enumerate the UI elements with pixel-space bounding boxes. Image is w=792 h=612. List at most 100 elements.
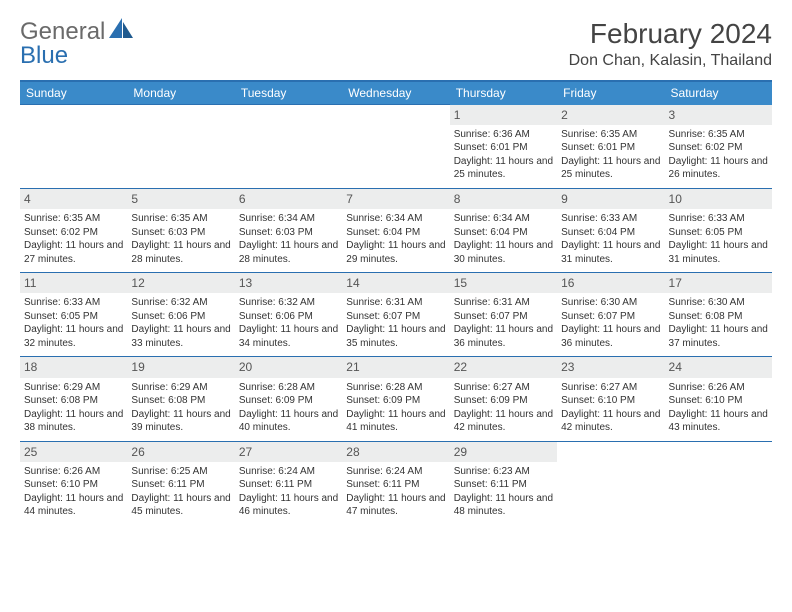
weekday-tuesday: Tuesday bbox=[235, 81, 342, 105]
day-info: Sunrise: 6:35 AMSunset: 6:01 PMDaylight:… bbox=[561, 128, 660, 182]
day-number: 13 bbox=[235, 273, 342, 293]
day-number: 2 bbox=[557, 105, 664, 125]
day-number: 14 bbox=[342, 273, 449, 293]
day-info: Sunrise: 6:36 AMSunset: 6:01 PMDaylight:… bbox=[454, 128, 553, 182]
day-info: Sunrise: 6:35 AMSunset: 6:02 PMDaylight:… bbox=[24, 212, 123, 266]
day-cell: 10 Sunrise: 6:33 AMSunset: 6:05 PMDayligh… bbox=[665, 189, 772, 273]
day-number: 19 bbox=[127, 357, 234, 377]
day-info: Sunrise: 6:26 AMSunset: 6:10 PMDaylight:… bbox=[24, 465, 123, 519]
day-cell: 26 Sunrise: 6:25 AMSunset: 6:11 PMDayligh… bbox=[127, 441, 234, 525]
weekday-thursday: Thursday bbox=[450, 81, 557, 105]
day-info: Sunrise: 6:29 AMSunset: 6:08 PMDaylight:… bbox=[24, 381, 123, 435]
calendar-week-row: 25 Sunrise: 6:26 AMSunset: 6:10 PMDayligh… bbox=[20, 441, 772, 525]
day-cell: 1 Sunrise: 6:36 AMSunset: 6:01 PMDaylight… bbox=[450, 105, 557, 189]
day-info: Sunrise: 6:31 AMSunset: 6:07 PMDaylight:… bbox=[346, 296, 445, 350]
day-info: Sunrise: 6:34 AMSunset: 6:03 PMDaylight:… bbox=[239, 212, 338, 266]
day-info: Sunrise: 6:25 AMSunset: 6:11 PMDaylight:… bbox=[131, 465, 230, 519]
day-cell: 7 Sunrise: 6:34 AMSunset: 6:04 PMDaylight… bbox=[342, 189, 449, 273]
day-info: Sunrise: 6:35 AMSunset: 6:03 PMDaylight:… bbox=[131, 212, 230, 266]
day-info: Sunrise: 6:34 AMSunset: 6:04 PMDaylight:… bbox=[454, 212, 553, 266]
day-cell: 24Sunrise: 6:26 AMSunset: 6:10 PMDayligh… bbox=[665, 357, 772, 441]
logo-text-blue: Blue bbox=[20, 42, 68, 70]
day-info: Sunrise: 6:28 AMSunset: 6:09 PMDaylight:… bbox=[239, 381, 338, 435]
day-number: 20 bbox=[235, 357, 342, 377]
weekday-wednesday: Wednesday bbox=[342, 81, 449, 105]
day-info: Sunrise: 6:23 AMSunset: 6:11 PMDaylight:… bbox=[454, 465, 553, 519]
day-cell: 27Sunrise: 6:24 AMSunset: 6:11 PMDayligh… bbox=[235, 441, 342, 525]
day-cell: 23 Sunrise: 6:27 AMSunset: 6:10 PMDayligh… bbox=[557, 357, 664, 441]
day-info: Sunrise: 6:26 AMSunset: 6:10 PMDaylight:… bbox=[669, 381, 768, 435]
header: General February 2024 Don Chan, Kalasin,… bbox=[20, 18, 772, 70]
day-number: 21 bbox=[342, 357, 449, 377]
day-info: Sunrise: 6:28 AMSunset: 6:09 PMDaylight:… bbox=[346, 381, 445, 435]
day-cell: 8 Sunrise: 6:34 AMSunset: 6:04 PMDaylight… bbox=[450, 189, 557, 273]
day-cell-empty bbox=[342, 105, 449, 189]
day-cell: 21 Sunrise: 6:28 AMSunset: 6:09 PMDayligh… bbox=[342, 357, 449, 441]
day-number: 25 bbox=[20, 442, 127, 462]
day-cell: 12Sunrise: 6:32 AMSunset: 6:06 PMDayligh… bbox=[127, 273, 234, 357]
day-number: 8 bbox=[450, 189, 557, 209]
day-cell: 29Sunrise: 6:23 AMSunset: 6:11 PMDayligh… bbox=[450, 441, 557, 525]
calendar-week-row: 11Sunrise: 6:33 AMSunset: 6:05 PMDayligh… bbox=[20, 273, 772, 357]
day-cell-empty bbox=[127, 105, 234, 189]
calendar-table: Sunday Monday Tuesday Wednesday Thursday… bbox=[20, 80, 772, 525]
day-info: Sunrise: 6:27 AMSunset: 6:09 PMDaylight:… bbox=[454, 381, 553, 435]
weekday-header-row: Sunday Monday Tuesday Wednesday Thursday… bbox=[20, 81, 772, 105]
day-number: 7 bbox=[342, 189, 449, 209]
day-number: 28 bbox=[342, 442, 449, 462]
weekday-friday: Friday bbox=[557, 81, 664, 105]
day-number: 26 bbox=[127, 442, 234, 462]
logo-sail-icon bbox=[109, 18, 135, 40]
day-cell: 16 Sunrise: 6:30 AMSunset: 6:07 PMDayligh… bbox=[557, 273, 664, 357]
day-number: 22 bbox=[450, 357, 557, 377]
weekday-sunday: Sunday bbox=[20, 81, 127, 105]
day-cell: 5 Sunrise: 6:35 AMSunset: 6:03 PMDaylight… bbox=[127, 189, 234, 273]
day-number: 11 bbox=[20, 273, 127, 293]
month-title: February 2024 bbox=[569, 18, 772, 50]
day-cell: 13 Sunrise: 6:32 AMSunset: 6:06 PMDayligh… bbox=[235, 273, 342, 357]
day-cell: 6 Sunrise: 6:34 AMSunset: 6:03 PMDaylight… bbox=[235, 189, 342, 273]
weekday-saturday: Saturday bbox=[665, 81, 772, 105]
day-info: Sunrise: 6:24 AMSunset: 6:11 PMDaylight:… bbox=[346, 465, 445, 519]
day-number: 16 bbox=[557, 273, 664, 293]
day-cell-empty bbox=[235, 105, 342, 189]
day-cell: 19 Sunrise: 6:29 AMSunset: 6:08 PMDayligh… bbox=[127, 357, 234, 441]
title-block: February 2024 Don Chan, Kalasin, Thailan… bbox=[569, 18, 772, 70]
day-info: Sunrise: 6:30 AMSunset: 6:08 PMDaylight:… bbox=[669, 296, 768, 350]
day-cell: 9Sunrise: 6:33 AMSunset: 6:04 PMDaylight… bbox=[557, 189, 664, 273]
day-number: 3 bbox=[665, 105, 772, 125]
day-number: 18 bbox=[20, 357, 127, 377]
day-info: Sunrise: 6:33 AMSunset: 6:04 PMDaylight:… bbox=[561, 212, 660, 266]
day-info: Sunrise: 6:32 AMSunset: 6:06 PMDaylight:… bbox=[131, 296, 230, 350]
day-info: Sunrise: 6:24 AMSunset: 6:11 PMDaylight:… bbox=[239, 465, 338, 519]
day-number: 6 bbox=[235, 189, 342, 209]
day-info: Sunrise: 6:31 AMSunset: 6:07 PMDaylight:… bbox=[454, 296, 553, 350]
day-number: 23 bbox=[557, 357, 664, 377]
day-cell: 20 Sunrise: 6:28 AMSunset: 6:09 PMDayligh… bbox=[235, 357, 342, 441]
day-cell: 18 Sunrise: 6:29 AMSunset: 6:08 PMDayligh… bbox=[20, 357, 127, 441]
day-number: 4 bbox=[20, 189, 127, 209]
day-number: 10 bbox=[665, 189, 772, 209]
day-info: Sunrise: 6:29 AMSunset: 6:08 PMDaylight:… bbox=[131, 381, 230, 435]
calendar-body: 1 Sunrise: 6:36 AMSunset: 6:01 PMDaylight… bbox=[20, 105, 772, 526]
day-info: Sunrise: 6:27 AMSunset: 6:10 PMDaylight:… bbox=[561, 381, 660, 435]
day-number: 15 bbox=[450, 273, 557, 293]
day-info: Sunrise: 6:34 AMSunset: 6:04 PMDaylight:… bbox=[346, 212, 445, 266]
calendar-week-row: 1 Sunrise: 6:36 AMSunset: 6:01 PMDaylight… bbox=[20, 105, 772, 189]
day-cell: 11Sunrise: 6:33 AMSunset: 6:05 PMDayligh… bbox=[20, 273, 127, 357]
day-number: 5 bbox=[127, 189, 234, 209]
day-info: Sunrise: 6:30 AMSunset: 6:07 PMDaylight:… bbox=[561, 296, 660, 350]
day-number: 17 bbox=[665, 273, 772, 293]
day-cell: 2 Sunrise: 6:35 AMSunset: 6:01 PMDaylight… bbox=[557, 105, 664, 189]
calendar-week-row: 4 Sunrise: 6:35 AMSunset: 6:02 PMDaylight… bbox=[20, 189, 772, 273]
weekday-monday: Monday bbox=[127, 81, 234, 105]
day-number: 1 bbox=[450, 105, 557, 125]
day-cell: 22 Sunrise: 6:27 AMSunset: 6:09 PMDayligh… bbox=[450, 357, 557, 441]
day-cell: 25 Sunrise: 6:26 AMSunset: 6:10 PMDayligh… bbox=[20, 441, 127, 525]
day-cell-empty bbox=[665, 441, 772, 525]
location-text: Don Chan, Kalasin, Thailand bbox=[569, 52, 772, 70]
day-cell-empty bbox=[557, 441, 664, 525]
day-info: Sunrise: 6:33 AMSunset: 6:05 PMDaylight:… bbox=[669, 212, 768, 266]
day-info: Sunrise: 6:32 AMSunset: 6:06 PMDaylight:… bbox=[239, 296, 338, 350]
day-info: Sunrise: 6:35 AMSunset: 6:02 PMDaylight:… bbox=[669, 128, 768, 182]
